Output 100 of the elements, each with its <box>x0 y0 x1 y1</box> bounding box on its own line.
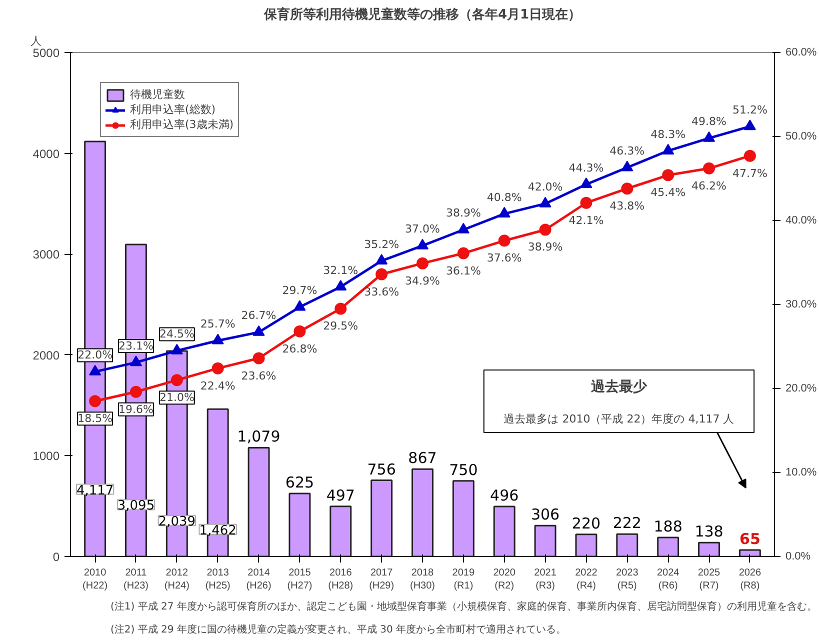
point <box>621 160 634 172</box>
y2-tick-label: 30.0% <box>786 298 817 310</box>
data-label: 756 <box>367 460 396 478</box>
text: (注2) 平成 29 年度に国の待機児童の定義が変更され、平成 30 年度から全市町村で適用されている。 <box>110 624 566 636</box>
x-tick-label: 2015 (H27) <box>287 568 312 592</box>
bar <box>698 542 720 556</box>
bar <box>248 446 270 556</box>
data-label: 65 <box>740 530 760 548</box>
data-label: 222 <box>612 514 642 532</box>
y-tick-label: 3000 <box>32 248 60 262</box>
x-tick-label: 2012 (H24) <box>164 568 190 592</box>
y-tick-label: 1000 <box>32 449 60 464</box>
point <box>662 169 674 182</box>
data-label: 45.4% <box>650 186 686 200</box>
data-label: 38.9% <box>528 240 563 254</box>
x-tick-label: 2021 (R3) <box>534 568 557 592</box>
data-label: 38.9% <box>446 206 481 220</box>
data-label: 867 <box>408 449 437 468</box>
data-label: 24.5% <box>159 328 194 341</box>
data-label: 40.8% <box>486 190 522 204</box>
point <box>416 238 428 250</box>
data-label: 497 <box>326 486 355 504</box>
data-label: 29.7% <box>282 284 318 298</box>
x-tick-label: 2022 (R4) <box>575 568 598 592</box>
legend-label: 待機児童数 <box>130 87 185 102</box>
point <box>662 144 674 154</box>
data-label: 2,039 <box>158 514 196 530</box>
y2-tick-label: 50.0% <box>786 130 817 142</box>
point <box>498 206 510 218</box>
point <box>744 150 756 162</box>
data-label: 23.1% <box>118 339 154 352</box>
data-label: 496 <box>490 486 519 505</box>
y-tick-label: 2000 <box>32 348 60 362</box>
point <box>334 302 347 315</box>
annotation: 過去最多は 2010（平成 22）年度の 4,117 人 <box>504 412 734 426</box>
data-label: 23.6% <box>241 369 276 382</box>
point <box>212 334 224 344</box>
data-label: 42.1% <box>568 214 604 227</box>
data-label: 22.4% <box>200 379 236 392</box>
legend-label: 利用申込率(総数) <box>130 102 216 117</box>
bar <box>534 524 556 556</box>
data-label: 21.0% <box>159 391 194 404</box>
point <box>130 356 142 366</box>
x-tick-label: 2023 (R5) <box>616 568 639 592</box>
y2-tick-label: 10.0% <box>786 466 817 478</box>
data-label: 1,079 <box>237 428 280 446</box>
data-label: 4,117 <box>76 483 114 498</box>
point <box>744 120 756 130</box>
annotation: 過去最少 <box>590 379 648 396</box>
bar <box>657 536 680 556</box>
x-tick-label: 2011 (H23) <box>123 568 148 592</box>
text: (注1) 平成 27 年度から認可保育所のほか、認定こども園・地域型保育事業（小規模保育、家庭的保育、事業所内保育、居宅訪問型保育）の利用児童を含む。 <box>110 600 817 612</box>
point <box>89 395 102 408</box>
bar <box>288 492 311 556</box>
y-tick-label: 4000 <box>32 146 60 161</box>
bar <box>616 533 638 556</box>
data-label: 44.3% <box>568 161 604 174</box>
data-label: 18.5% <box>78 412 113 426</box>
bar <box>575 534 598 556</box>
x-tick-label: 2010 (H22) <box>82 568 108 592</box>
point <box>212 362 224 374</box>
bar <box>370 480 393 556</box>
point <box>334 280 347 291</box>
data-label: 306 <box>530 506 560 524</box>
point <box>703 131 716 142</box>
data-label: 43.8% <box>610 200 645 213</box>
data-label: 22.0% <box>78 348 113 362</box>
y-tick-label: 5000 <box>32 46 60 60</box>
data-label: 34.9% <box>405 274 440 288</box>
x-tick-label: 2013 (H25) <box>205 568 230 592</box>
data-label: 47.7% <box>732 166 768 180</box>
x-tick-label: 2025 (R7) <box>698 568 721 592</box>
data-label: 26.7% <box>241 309 276 322</box>
point <box>89 364 102 376</box>
data-label: 48.3% <box>650 128 686 141</box>
point <box>539 224 552 236</box>
point <box>376 268 388 280</box>
legend-label: 利用申込率(3歳未満) <box>130 117 234 132</box>
data-label: 33.6% <box>364 285 400 298</box>
data-label: 26.8% <box>282 342 318 356</box>
y2-tick-label: 40.0% <box>786 214 817 226</box>
x-tick-label: 2018 (H30) <box>410 568 436 592</box>
point <box>539 196 552 208</box>
data-label: 750 <box>449 460 478 479</box>
data-label: 25.7% <box>200 318 236 331</box>
x-tick-label: 2016 (H28) <box>328 568 354 592</box>
bar <box>412 468 434 556</box>
y-axis-title: 人 <box>30 34 42 48</box>
point <box>580 196 592 209</box>
point <box>580 178 592 188</box>
point <box>621 182 634 195</box>
y2-tick-label: 0.0% <box>786 550 811 562</box>
y2-tick-label: 60.0% <box>786 46 817 58</box>
data-label: 46.2% <box>692 179 726 192</box>
data-label: 49.8% <box>692 115 726 128</box>
data-label: 1,462 <box>199 523 236 538</box>
data-label: 42.0% <box>528 180 563 194</box>
x-tick-label: 2020 (R2) <box>493 568 516 592</box>
data-label: 37.0% <box>405 222 440 236</box>
y2-tick-label: 20.0% <box>786 382 817 394</box>
